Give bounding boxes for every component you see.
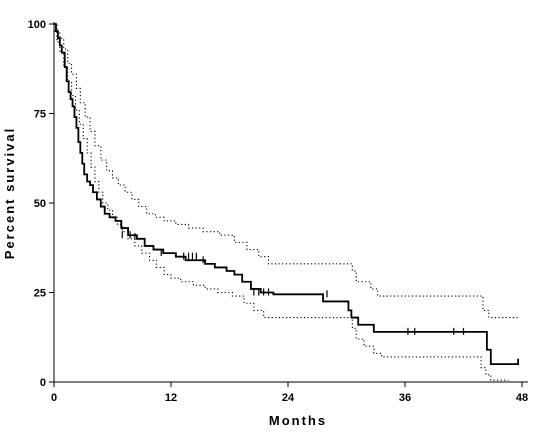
- x-tick-label: 36: [399, 392, 411, 404]
- x-tick-label: 48: [516, 392, 528, 404]
- x-tick-label: 12: [165, 392, 177, 404]
- confidence-band-line-1: [54, 23, 519, 319]
- y-tick-label: 75: [34, 109, 46, 121]
- tick-labels: 0 12 24 36 48 0 25 50 75 100: [28, 19, 528, 404]
- plot-lines: [54, 23, 519, 381]
- x-tick-label: 24: [282, 392, 295, 404]
- x-tick-label: 0: [51, 392, 57, 404]
- y-tick-label: 100: [28, 19, 46, 31]
- axes: [49, 22, 528, 387]
- y-tick-label: 25: [34, 288, 46, 300]
- y-tick-label: 50: [34, 198, 46, 210]
- confidence-band-line-2: [54, 30, 509, 381]
- survival-curve: [54, 23, 519, 365]
- y-axis-title: Percent survival: [2, 127, 17, 259]
- y-tick-label: 0: [40, 377, 46, 389]
- x-axis-title: Months: [269, 413, 327, 428]
